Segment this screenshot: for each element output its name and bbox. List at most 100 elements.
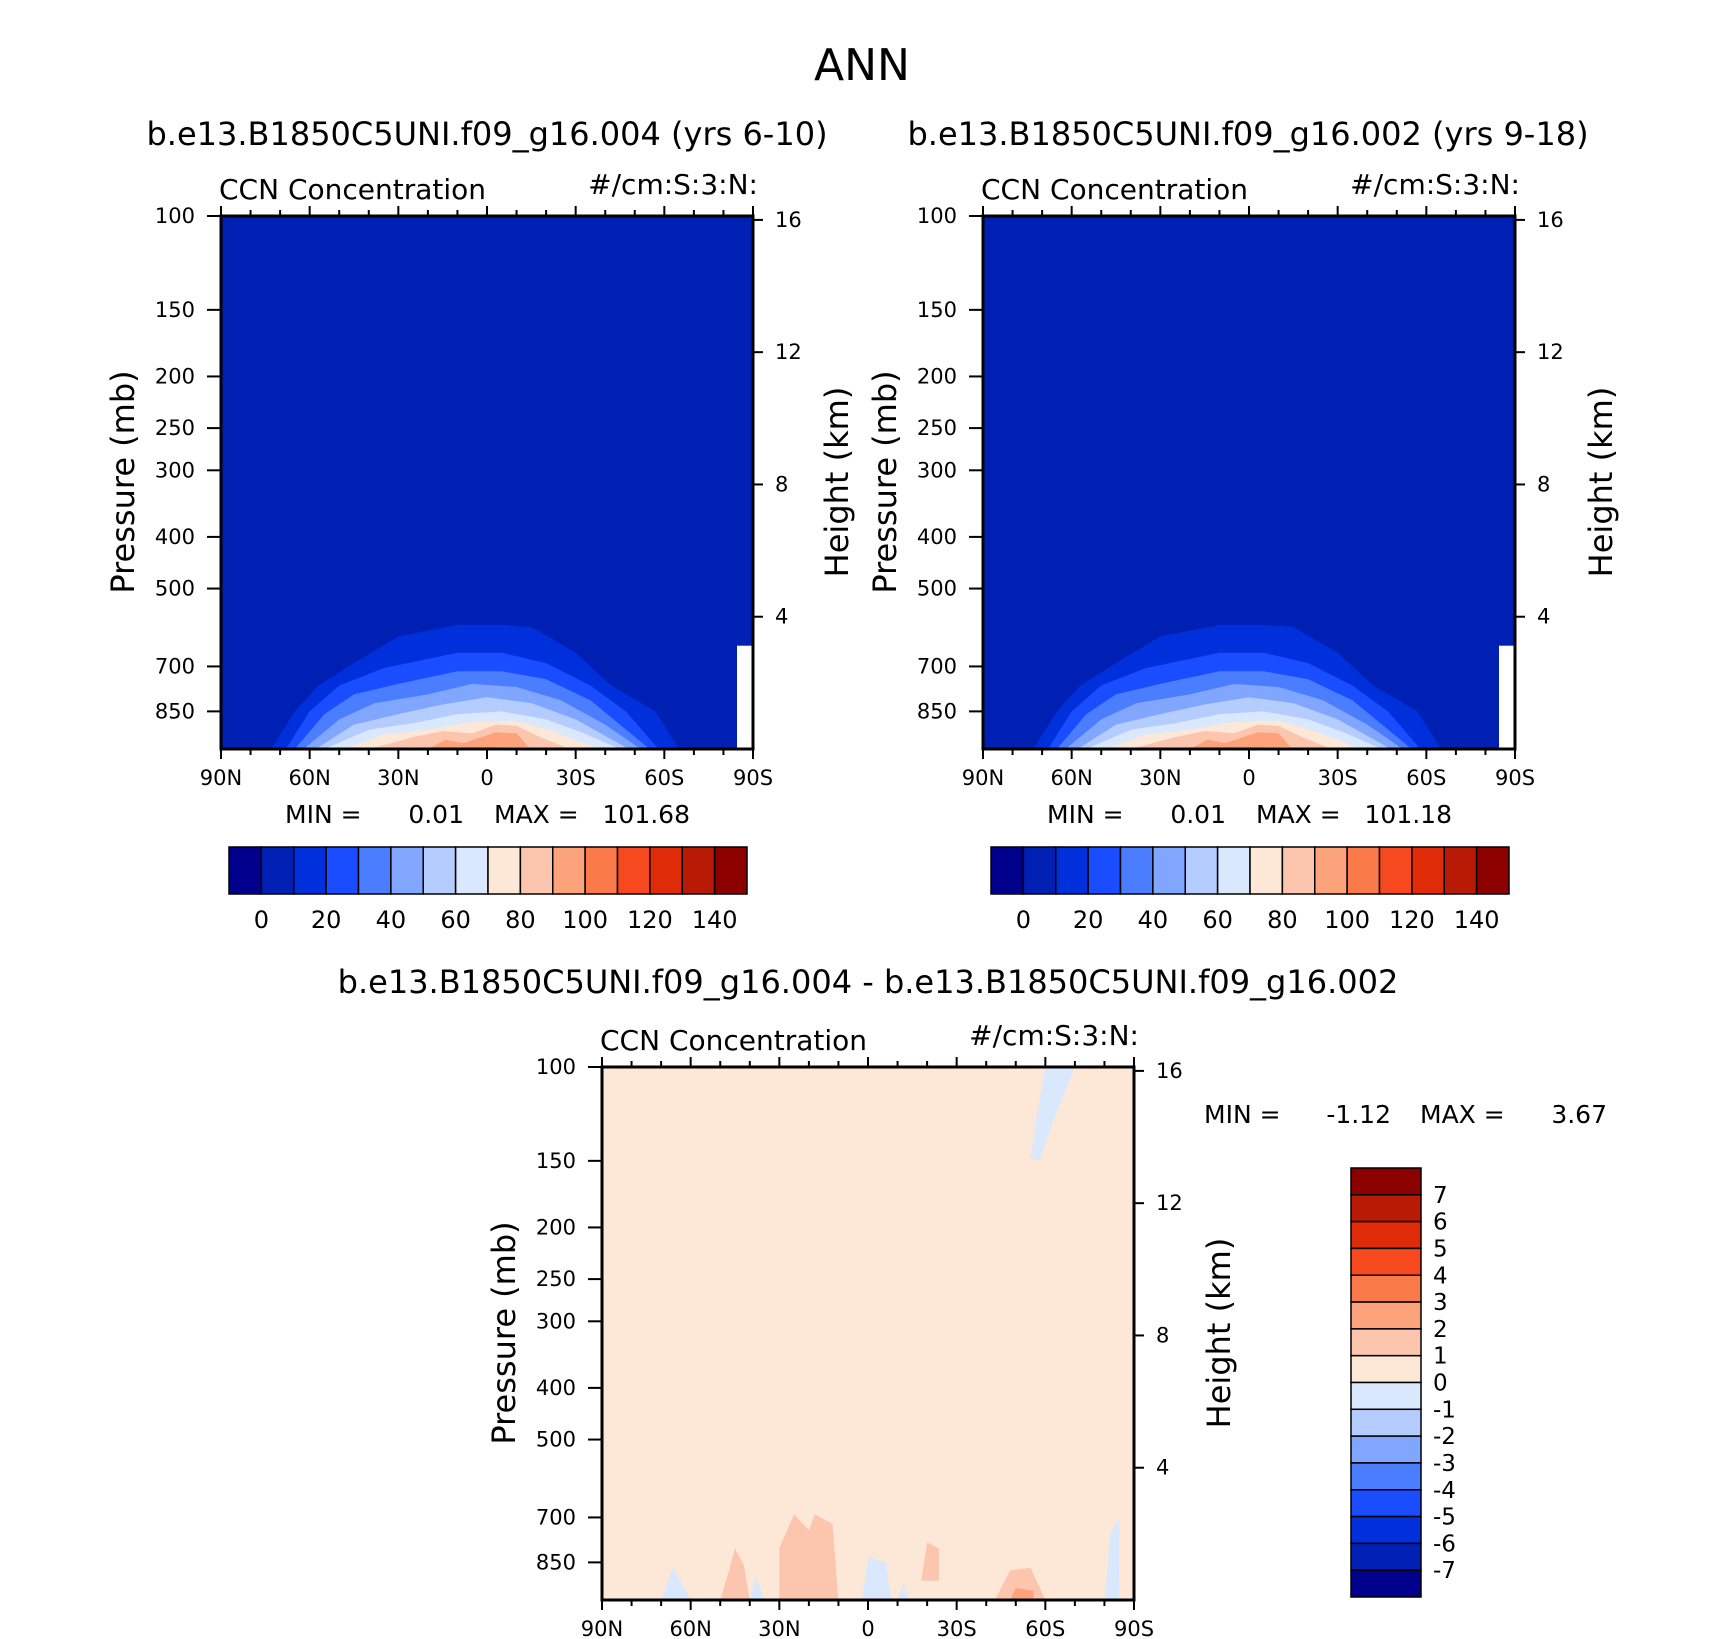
colorbar-swatch xyxy=(713,846,748,895)
y-tick-label: 250 xyxy=(155,416,195,440)
y-tick-label: 200 xyxy=(155,364,195,388)
colorbar-tick-label: -2 xyxy=(1433,1424,1456,1450)
panel-case-colorbar: 0 20 40 60 80 100 120 140 xyxy=(228,846,748,934)
colorbar-tick-label: 40 xyxy=(1138,906,1169,934)
panel-difference-axes: 90N 60N 30N 0 30S 60S 90S 100 150 200 250 300 400 500… xyxy=(536,1055,1183,1639)
y-tick-label: 850 xyxy=(917,699,957,723)
panel-control-min-label: MIN = xyxy=(1047,800,1124,829)
anomaly-region-3 xyxy=(921,1542,939,1581)
colorbar-tick-label: 120 xyxy=(1389,906,1435,934)
colorbar-tick-label: 140 xyxy=(1454,906,1500,934)
colorbar-tick-label: -7 xyxy=(1433,1558,1456,1584)
y-tick-label: 850 xyxy=(155,699,195,723)
colorbar-tick-label: 0 xyxy=(1016,906,1031,934)
x-tick-label: 90S xyxy=(733,766,773,790)
season-title: ANN xyxy=(814,40,910,91)
colorbar-swatch xyxy=(1152,846,1186,895)
anomaly-region-6 xyxy=(661,1567,691,1600)
panel-control-colorbar: 0 20 40 60 80 100 120 140 xyxy=(990,846,1510,934)
panel-control-axes: 90N 60N 30N 0 30S 60S 90S 100 150 200 250 300 400 500… xyxy=(917,204,1564,790)
x-tick-label: 60S xyxy=(1025,1617,1065,1639)
colorbar-swatch xyxy=(1350,1515,1422,1545)
y2-tick-label: 16 xyxy=(1537,208,1564,232)
panel-case-max-value: 101.68 xyxy=(603,800,690,829)
panel-control: b.e13.B1850C5UNI.f09_g16.002 (yrs 9-18) … xyxy=(866,115,1620,934)
panel-case-max-label: MAX = xyxy=(494,800,579,829)
panel-difference-max-value: 3.67 xyxy=(1551,1100,1607,1129)
panel-difference-background-fill xyxy=(602,1067,1134,1600)
y-tick-label: 100 xyxy=(536,1055,576,1079)
missing-data-region xyxy=(1499,645,1515,749)
colorbar-swatch xyxy=(260,846,295,895)
x-tick-label: 60S xyxy=(1406,766,1446,790)
panel-control-plot xyxy=(983,216,1515,749)
colorbar-tick-label: 6 xyxy=(1433,1210,1448,1236)
colorbar-swatch xyxy=(681,846,716,895)
x-tick-label: 60S xyxy=(644,766,684,790)
colorbar-tick-label: 0 xyxy=(254,906,269,934)
panel-difference-title: b.e13.B1850C5UNI.f09_g16.004 - b.e13.B18… xyxy=(338,963,1399,1001)
panel-case-units: #/cm:S:3:N: xyxy=(588,168,758,201)
colorbar-tick-label: 60 xyxy=(440,906,471,934)
panel-difference-max-label: MAX = xyxy=(1420,1100,1505,1129)
colorbar-swatch xyxy=(1443,846,1478,895)
x-tick-label: 90N xyxy=(581,1617,623,1639)
colorbar-tick-label: -3 xyxy=(1433,1451,1456,1477)
x-tick-label: 0 xyxy=(480,766,493,790)
x-tick-label: 30S xyxy=(937,1617,977,1639)
y-tick-label: 200 xyxy=(536,1215,576,1239)
colorbar-swatch xyxy=(1350,1220,1422,1250)
anomaly-region-9 xyxy=(897,1583,910,1600)
contour-band-8 xyxy=(1189,732,1291,749)
colorbar-swatch xyxy=(1314,846,1348,895)
colorbar-swatch xyxy=(1249,846,1284,895)
colorbar-tick-label: 4 xyxy=(1433,1263,1448,1289)
y2-tick-label: 16 xyxy=(1156,1059,1183,1083)
colorbar-tick-label: 100 xyxy=(1324,906,1370,934)
colorbar-swatch xyxy=(1350,1247,1422,1276)
colorbar-swatch xyxy=(390,846,424,895)
colorbar-swatch xyxy=(1184,846,1219,895)
x-tick-label: 0 xyxy=(1242,766,1255,790)
panel-control-min-value: 0.01 xyxy=(1170,800,1226,829)
panel-case-min-label: MIN = xyxy=(285,800,362,829)
panel-case: b.e13.B1850C5UNI.f09_g16.004 (yrs 6-10) … xyxy=(104,115,856,934)
colorbar-swatch xyxy=(293,846,327,895)
colorbar-swatch xyxy=(1216,846,1251,895)
anomaly-region-10 xyxy=(1104,1517,1120,1600)
colorbar-tick-label: 5 xyxy=(1433,1236,1448,1262)
anomaly-region-2 xyxy=(779,1514,839,1600)
colorbar-tick-label: -1 xyxy=(1433,1397,1456,1423)
colorbar-tick-label: 80 xyxy=(505,906,536,934)
anomaly-region-7 xyxy=(749,1575,765,1600)
colorbar-swatch xyxy=(325,846,360,895)
y-tick-label: 150 xyxy=(917,298,957,322)
panel-control-title: b.e13.B1850C5UNI.f09_g16.002 (yrs 9-18) xyxy=(907,115,1588,153)
x-tick-label: 60N xyxy=(288,766,330,790)
colorbar-swatch xyxy=(228,846,263,895)
x-tick-label: 0 xyxy=(861,1617,874,1639)
y2-tick-label: 12 xyxy=(1537,340,1564,364)
colorbar-tick-label: -4 xyxy=(1433,1478,1456,1504)
colorbar-tick-label: 120 xyxy=(627,906,673,934)
panel-difference-min-label: MIN = xyxy=(1204,1100,1281,1129)
y2-tick-label: 4 xyxy=(1537,605,1550,629)
colorbar-swatch xyxy=(1350,1489,1422,1518)
anomaly-region-0 xyxy=(1030,1067,1075,1161)
panel-case-min-value: 0.01 xyxy=(408,800,464,829)
y2-tick-label: 8 xyxy=(1537,472,1550,496)
colorbar-swatch xyxy=(1022,846,1057,895)
y-tick-label: 250 xyxy=(536,1267,576,1291)
x-tick-label: 90S xyxy=(1495,766,1535,790)
anomaly-region-5 xyxy=(1009,1588,1034,1600)
panel-case-title: b.e13.B1850C5UNI.f09_g16.004 (yrs 6-10) xyxy=(146,115,827,153)
y-tick-label: 400 xyxy=(536,1376,576,1400)
colorbar-swatch xyxy=(1350,1354,1422,1384)
colorbar-tick-label: 3 xyxy=(1433,1290,1448,1316)
colorbar-swatch xyxy=(357,846,392,895)
colorbar-tick-label: 60 xyxy=(1202,906,1233,934)
y-tick-label: 300 xyxy=(917,458,957,482)
colorbar-swatch xyxy=(1475,846,1510,895)
colorbar-swatch xyxy=(1087,846,1122,895)
